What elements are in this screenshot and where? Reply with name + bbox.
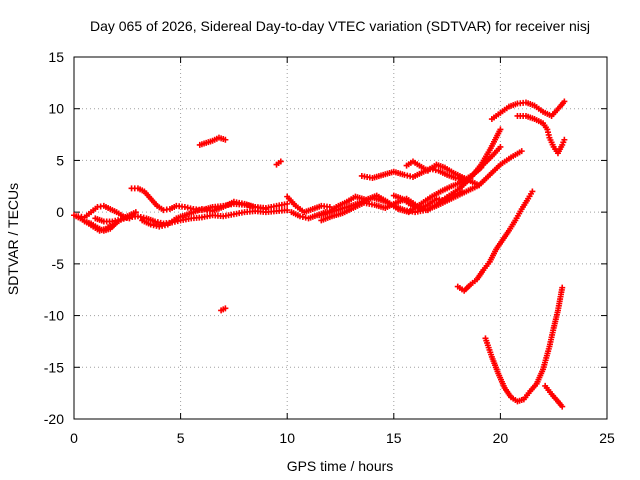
data-point <box>561 136 568 143</box>
data-series <box>196 134 229 148</box>
y-axis-title: SDTVAR / TECUs <box>5 183 21 295</box>
grid-lines <box>74 57 607 419</box>
data-points <box>71 98 568 410</box>
data-series <box>390 188 466 213</box>
y-tick-label: -5 <box>52 256 65 272</box>
data-series <box>514 112 568 157</box>
data-point <box>459 188 466 195</box>
data-point <box>559 403 566 410</box>
x-tick-label: 20 <box>493 430 509 446</box>
data-series <box>403 158 483 189</box>
data-point <box>476 182 483 189</box>
data-series <box>488 98 568 123</box>
axis-ticks: 0 5 10 15 20 25 -20 -15 -10 -5 0 5 10 15 <box>44 49 615 446</box>
y-tick-label: 0 <box>56 204 64 220</box>
data-point <box>559 284 566 291</box>
data-series <box>139 198 269 230</box>
data-series <box>218 305 229 314</box>
x-tick-label: 10 <box>279 430 295 446</box>
data-point <box>222 136 229 143</box>
data-point <box>529 188 536 195</box>
y-tick-label: 15 <box>48 49 64 65</box>
data-point <box>277 158 284 165</box>
data-point <box>284 207 291 214</box>
plot-frame <box>73 56 608 420</box>
x-tick-label: 25 <box>599 430 615 446</box>
data-point <box>262 206 269 213</box>
chart-title: Day 065 of 2026, Sidereal Day-to-day VTE… <box>90 18 590 34</box>
x-axis-title: GPS time / hours <box>287 458 394 474</box>
x-tick-label: 5 <box>177 430 185 446</box>
y-tick-label: 10 <box>48 101 64 117</box>
data-series <box>284 193 333 216</box>
data-series <box>482 284 566 405</box>
data-series <box>542 382 566 410</box>
data-point <box>497 143 504 150</box>
y-tick-label: -20 <box>44 411 64 427</box>
data-series <box>358 164 485 184</box>
data-point <box>497 126 504 133</box>
data-point <box>222 305 229 312</box>
data-point <box>478 164 485 171</box>
data-point <box>561 98 568 105</box>
data-point <box>518 148 525 155</box>
y-tick-label: -10 <box>44 308 64 324</box>
y-tick-label: -15 <box>44 359 64 375</box>
data-point <box>284 200 291 207</box>
data-series <box>273 158 284 168</box>
data-series <box>454 188 536 294</box>
x-tick-label: 0 <box>70 430 78 446</box>
x-tick-label: 15 <box>386 430 402 446</box>
y-tick-label: 5 <box>56 152 64 168</box>
